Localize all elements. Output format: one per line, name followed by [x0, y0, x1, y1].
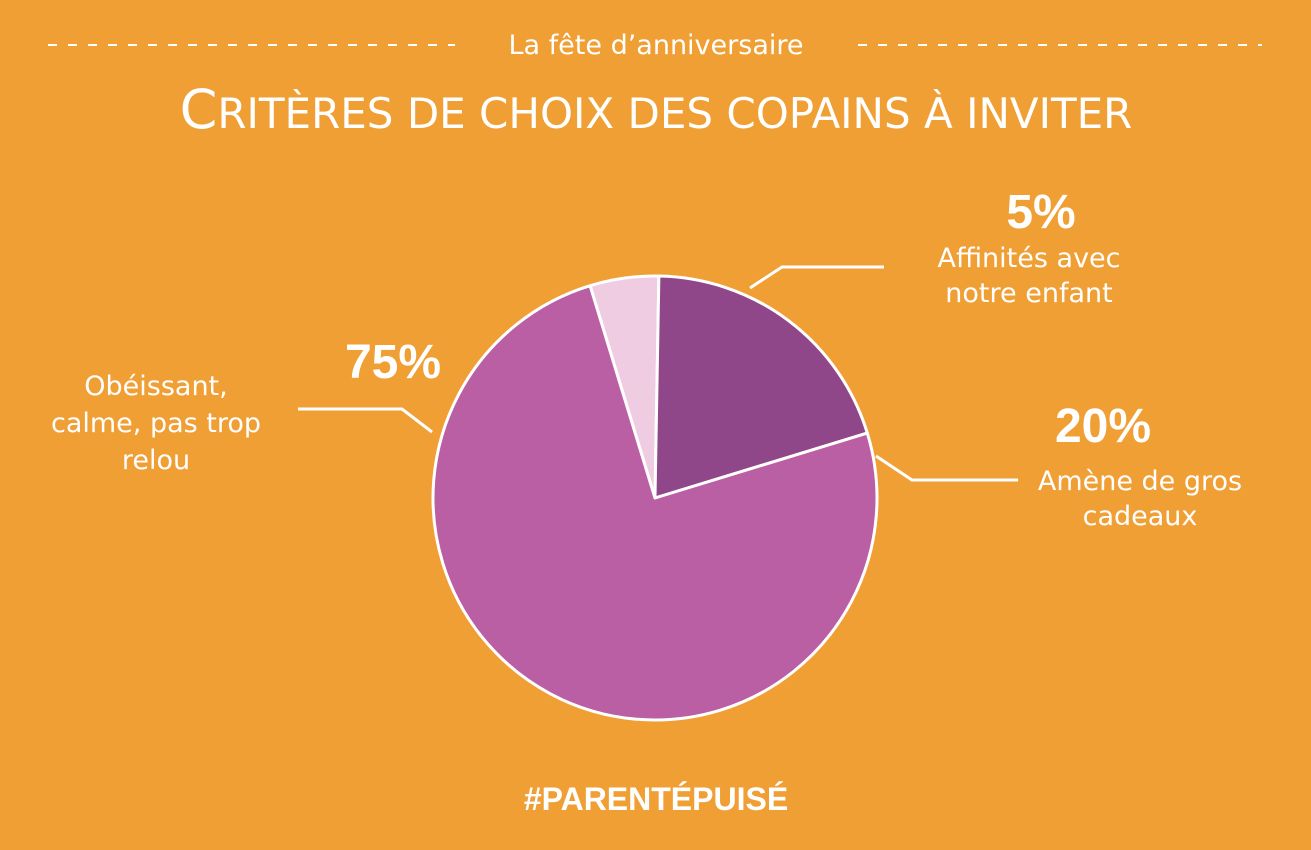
category-label-slice-2-line-2: cadeaux [1083, 501, 1198, 532]
category-label-slice-3-line-3: relou [122, 445, 190, 476]
pie-slices [431, 274, 879, 722]
category-label-slice-3-line-1: Obéissant, [84, 371, 227, 402]
category-label-slice-1-line-1: Affinités avec [937, 243, 1120, 274]
leader-line-slice-1 [749, 265, 884, 290]
chart-title-initial: C [180, 78, 218, 141]
category-label-slice-3-line-2: calme, pas trop [51, 408, 261, 439]
chart-title-rest: RITÈRES DE CHOIX DES COPAINS À INVITER [217, 88, 1132, 138]
category-label-slice-1-line-2: notre enfant [945, 278, 1112, 309]
percent-label-slice-3: 75% [345, 336, 441, 389]
percent-label-slice-1: 5% [1006, 186, 1075, 239]
pie-slice-2 [653, 274, 869, 500]
subtitle: La fête d’anniversaire [509, 30, 804, 61]
percent-label-slice-2: 20% [1055, 400, 1151, 453]
chart-title: CRITÈRES DE CHOIX DES COPAINS À INVITER [180, 78, 1133, 141]
pie-slice-3 [431, 284, 879, 722]
category-label-slice-2-line-1: Amène de gros [1038, 466, 1242, 497]
leader-line-slice-3 [298, 407, 433, 434]
leader-line-slice-2 [875, 454, 1018, 482]
hashtag-footer: #PARENTÉPUISÉ [524, 781, 788, 817]
